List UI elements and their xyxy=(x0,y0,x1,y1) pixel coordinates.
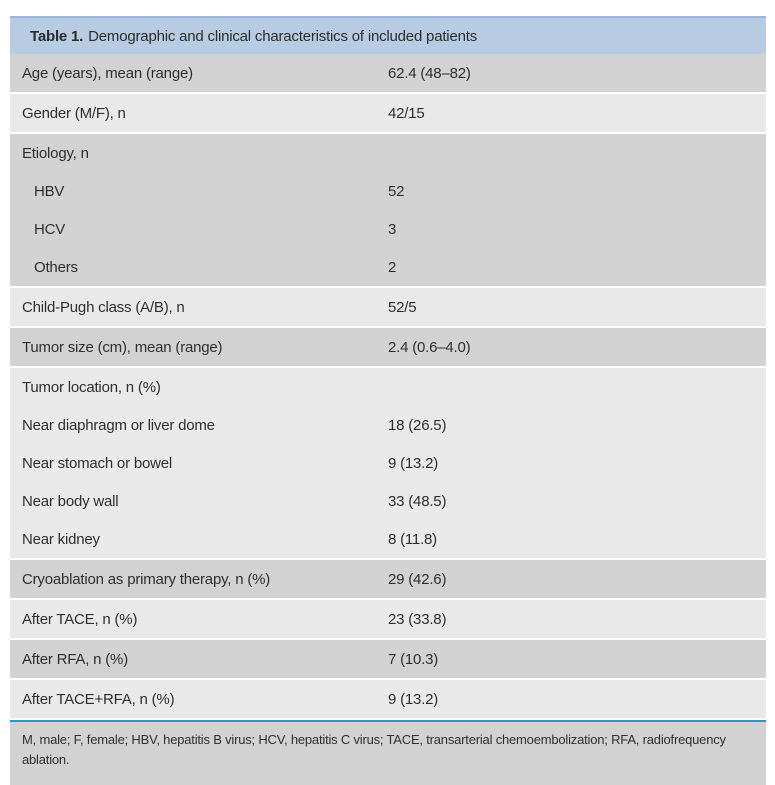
row-value: 23 (33.8) xyxy=(388,610,447,628)
table-row: After TACE, n (%) 23 (33.8) xyxy=(10,600,766,638)
table-row: Near diaphragm or liver dome 18 (26.5) xyxy=(10,406,766,444)
row-value: 42/15 xyxy=(388,104,425,122)
table-group: Tumor location, n (%) Near diaphragm or l… xyxy=(10,368,766,558)
table-body: Age (years), mean (range) 62.4 (48–82) Gen… xyxy=(10,54,766,718)
table-row: Tumor size (cm), mean (range) 2.4 (0.6–4.… xyxy=(10,328,766,366)
row-label: HBV xyxy=(34,182,65,200)
row-value: 2 xyxy=(388,258,397,276)
row-value: 3 xyxy=(388,220,397,238)
table-title-band: Table 1. Demographic and clinical charac… xyxy=(10,16,766,54)
row-label: Near diaphragm or liver dome xyxy=(22,416,215,434)
table-row: Near stomach or bowel 9 (13.2) xyxy=(10,444,766,482)
table-title-text: Demographic and clinical characteristics… xyxy=(88,27,477,45)
table-group: Gender (M/F), n 42/15 xyxy=(10,94,766,132)
row-value: 2.4 (0.6–4.0) xyxy=(388,338,471,356)
table-group: Child-Pugh class (A/B), n 52/5 xyxy=(10,288,766,326)
row-label: Tumor location, n (%) xyxy=(22,378,161,396)
row-label: Near kidney xyxy=(22,530,100,548)
row-value: 33 (48.5) xyxy=(388,492,447,510)
table-group: Cryoablation as primary therapy, n (%) 29… xyxy=(10,560,766,598)
table-group: Age (years), mean (range) 62.4 (48–82) xyxy=(10,54,766,92)
row-label: Gender (M/F), n xyxy=(22,104,126,122)
row-label: Near body wall xyxy=(22,492,119,510)
table-number-label: Table 1. xyxy=(30,27,84,45)
row-value: 52 xyxy=(388,182,405,200)
table-1: Table 1. Demographic and clinical charac… xyxy=(10,16,766,785)
table-row: Gender (M/F), n 42/15 xyxy=(10,94,766,132)
table-row: Cryoablation as primary therapy, n (%) 29… xyxy=(10,560,766,598)
table-group: After TACE+RFA, n (%) 9 (13.2) xyxy=(10,680,766,718)
row-label: After TACE, n (%) xyxy=(22,610,138,628)
row-label: HCV xyxy=(34,220,66,238)
row-label: Etiology, n xyxy=(22,144,89,162)
row-label: After TACE+RFA, n (%) xyxy=(22,690,175,708)
row-value: 18 (26.5) xyxy=(388,416,447,434)
table-row: Age (years), mean (range) 62.4 (48–82) xyxy=(10,54,766,92)
table-row: Near body wall 33 (48.5) xyxy=(10,482,766,520)
table-group: Etiology, n HBV 52 HCV 3 Others 2 xyxy=(10,134,766,286)
table-row: Others 2 xyxy=(10,248,766,286)
row-value: 29 (42.6) xyxy=(388,570,447,588)
table-footnote: M, male; F, female; HBV, hepatitis B vir… xyxy=(10,722,766,785)
table-group: Tumor size (cm), mean (range) 2.4 (0.6–4.… xyxy=(10,328,766,366)
table-row: After TACE+RFA, n (%) 9 (13.2) xyxy=(10,680,766,718)
table-row: HBV 52 xyxy=(10,172,766,210)
table-group: After RFA, n (%) 7 (10.3) xyxy=(10,640,766,678)
table-row: Etiology, n xyxy=(10,134,766,172)
table-group: After TACE, n (%) 23 (33.8) xyxy=(10,600,766,638)
row-label: Tumor size (cm), mean (range) xyxy=(22,338,223,356)
row-value: 9 (13.2) xyxy=(388,454,439,472)
row-value: 8 (11.8) xyxy=(388,530,437,548)
footnote-divider-rule xyxy=(10,720,766,722)
table-row: Tumor location, n (%) xyxy=(10,368,766,406)
row-label: Age (years), mean (range) xyxy=(22,64,193,82)
row-value: 52/5 xyxy=(388,298,417,316)
row-label: Child-Pugh class (A/B), n xyxy=(22,298,185,316)
row-label: After RFA, n (%) xyxy=(22,650,128,668)
table-row: After RFA, n (%) 7 (10.3) xyxy=(10,640,766,678)
row-value: 62.4 (48–82) xyxy=(388,64,471,82)
row-label: Near stomach or bowel xyxy=(22,454,173,472)
table-row: Near kidney 8 (11.8) xyxy=(10,520,766,558)
row-label: Cryoablation as primary therapy, n (%) xyxy=(22,570,271,588)
row-value: 9 (13.2) xyxy=(388,690,439,708)
table-row: HCV 3 xyxy=(10,210,766,248)
row-value: 7 (10.3) xyxy=(388,650,439,668)
table-row: Child-Pugh class (A/B), n 52/5 xyxy=(10,288,766,326)
row-label: Others xyxy=(34,258,78,276)
